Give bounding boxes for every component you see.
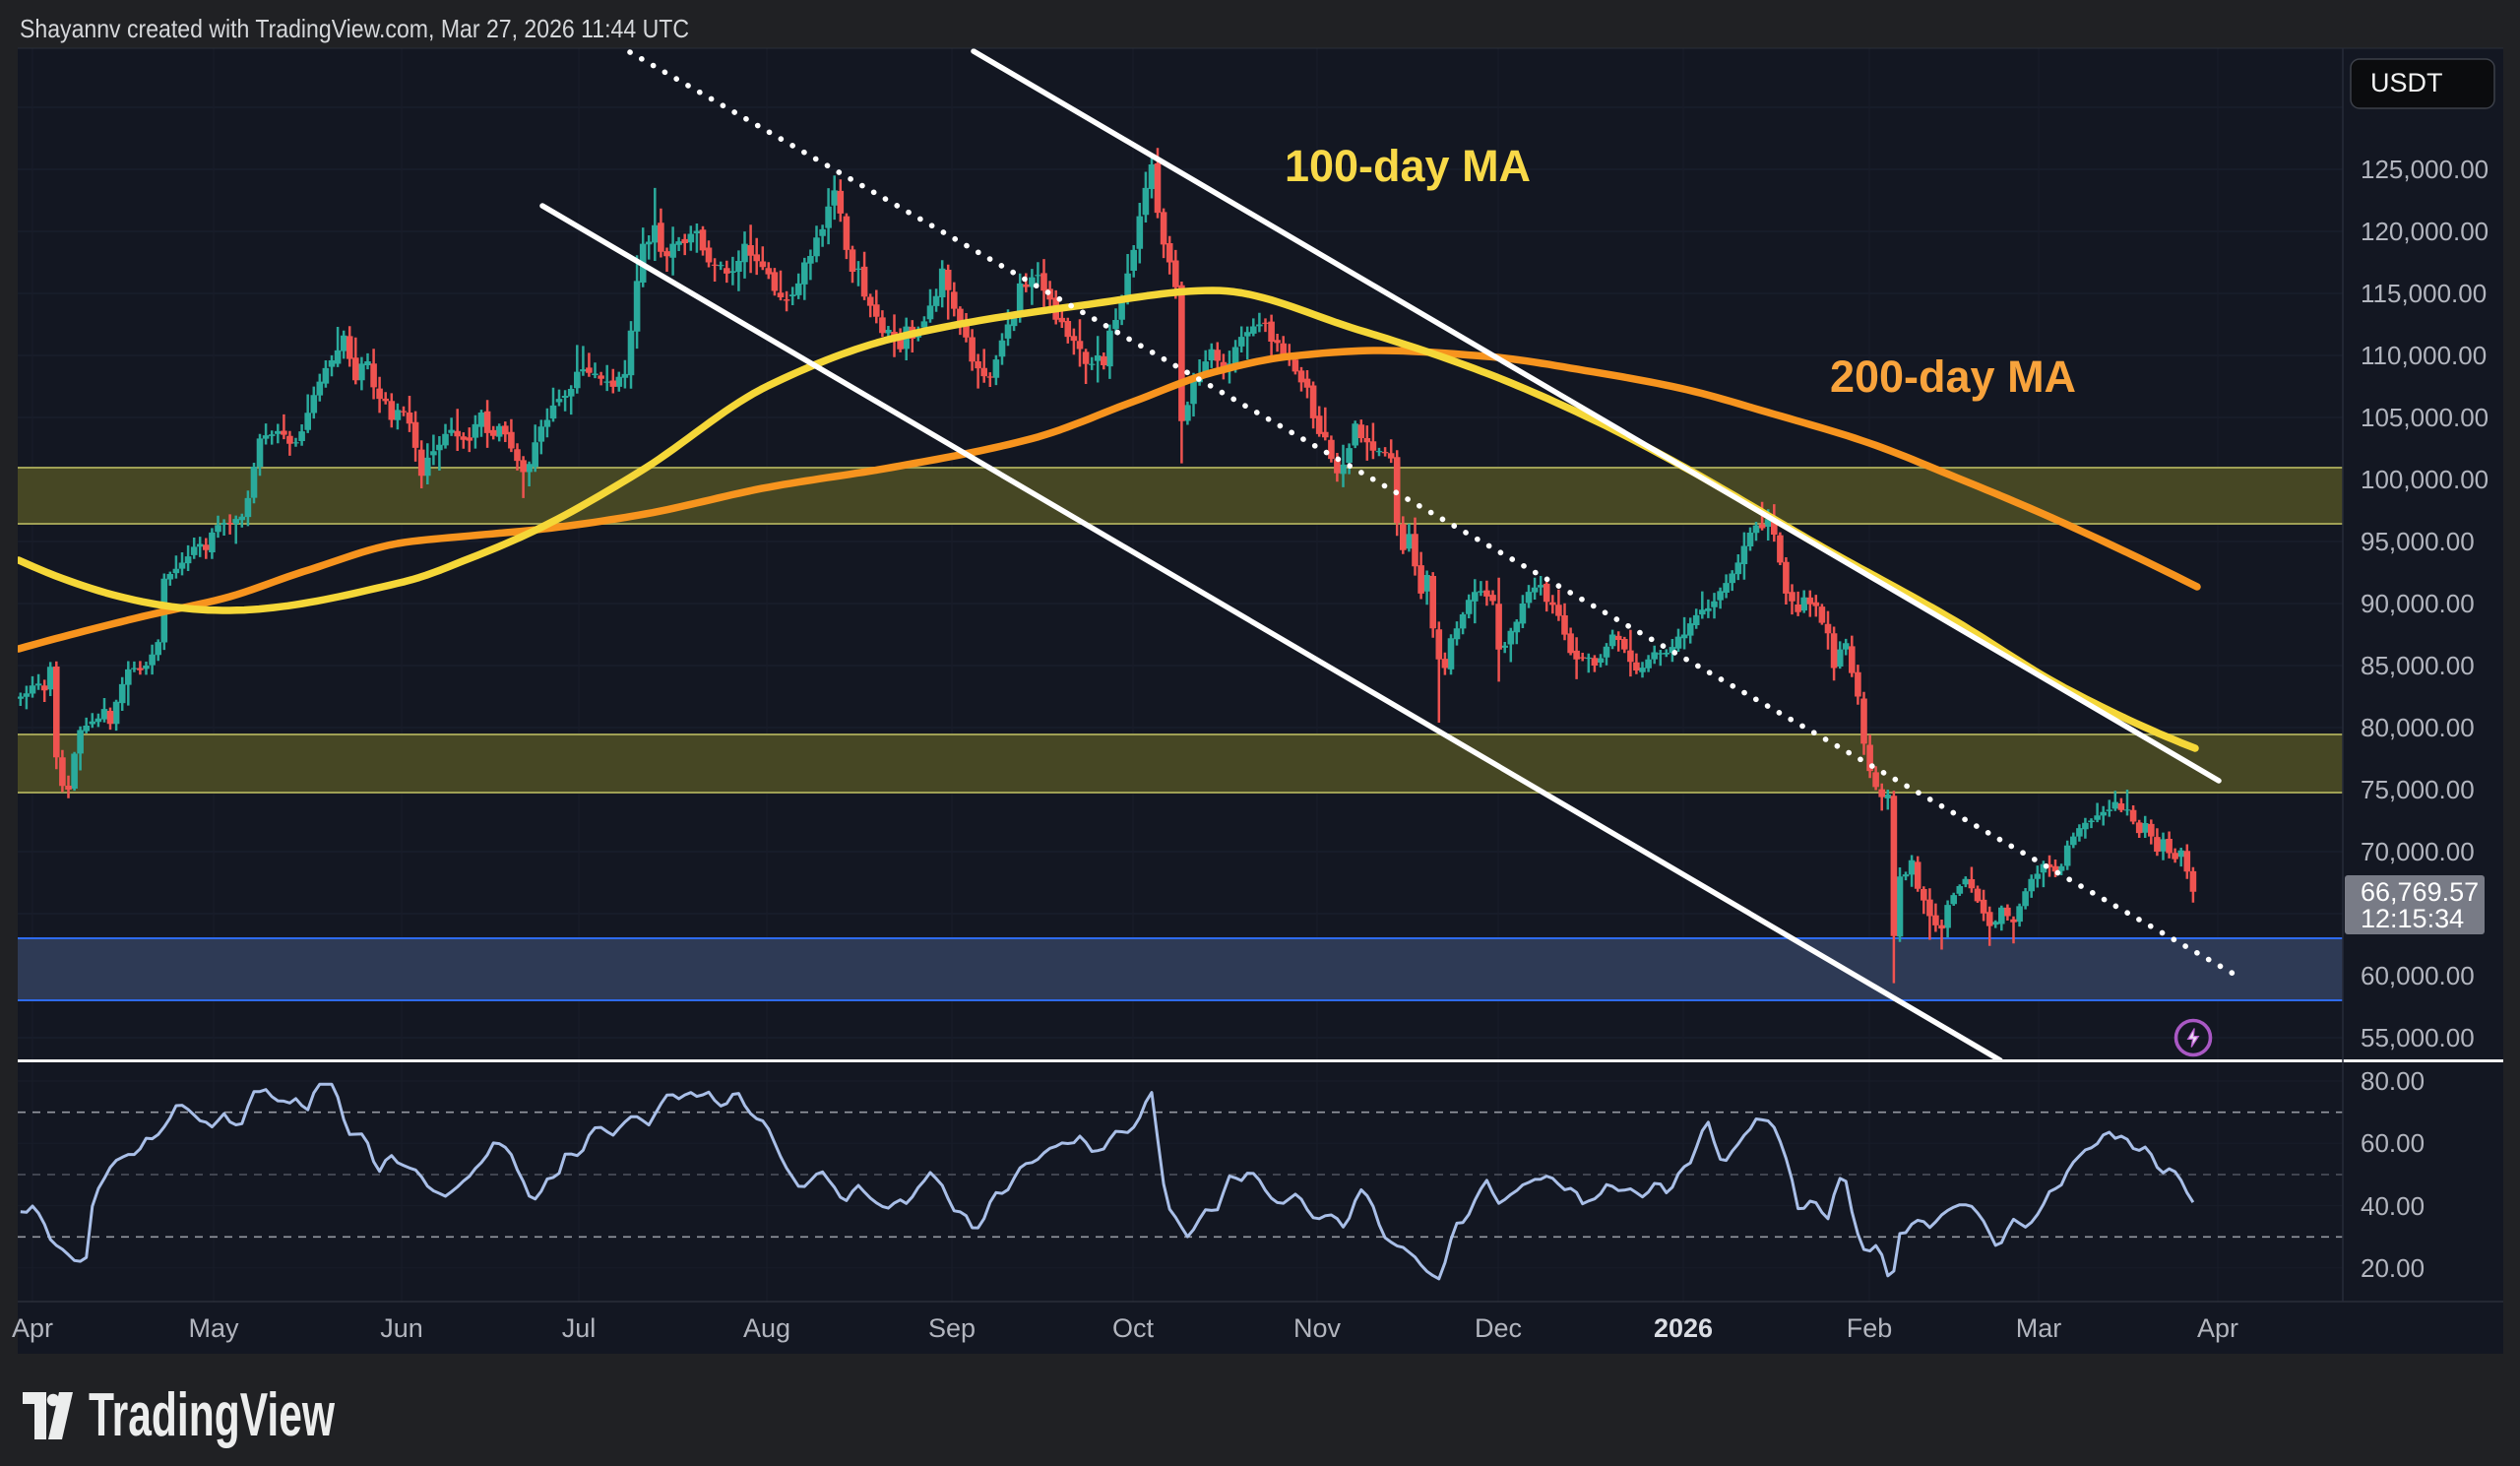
svg-text:May: May bbox=[188, 1313, 239, 1343]
svg-text:105,000.00: 105,000.00 bbox=[2361, 403, 2488, 432]
svg-text:12:15:34: 12:15:34 bbox=[2361, 904, 2464, 933]
svg-text:Nov: Nov bbox=[1293, 1313, 1342, 1343]
svg-text:Dec: Dec bbox=[1475, 1313, 1522, 1343]
svg-text:80.00: 80.00 bbox=[2361, 1066, 2425, 1096]
svg-text:Apr: Apr bbox=[12, 1313, 53, 1343]
svg-text:Oct: Oct bbox=[1112, 1313, 1155, 1343]
svg-text:Feb: Feb bbox=[1847, 1313, 1893, 1343]
svg-text:Sep: Sep bbox=[928, 1313, 976, 1343]
svg-text:70,000.00: 70,000.00 bbox=[2361, 837, 2475, 866]
svg-text:85,000.00: 85,000.00 bbox=[2361, 651, 2475, 680]
svg-text:80,000.00: 80,000.00 bbox=[2361, 713, 2475, 742]
svg-text:USDT: USDT bbox=[2370, 68, 2443, 97]
svg-text:200-day MA: 200-day MA bbox=[1830, 351, 2076, 402]
svg-text:100-day MA: 100-day MA bbox=[1285, 141, 1531, 191]
svg-text:Mar: Mar bbox=[2016, 1313, 2062, 1343]
svg-text:TradingView: TradingView bbox=[89, 1381, 336, 1449]
svg-text:75,000.00: 75,000.00 bbox=[2361, 775, 2475, 804]
svg-text:60,000.00: 60,000.00 bbox=[2361, 961, 2475, 990]
svg-text:110,000.00: 110,000.00 bbox=[2361, 341, 2487, 370]
svg-text:115,000.00: 115,000.00 bbox=[2361, 279, 2487, 308]
svg-text:125,000.00: 125,000.00 bbox=[2361, 155, 2488, 184]
svg-text:Jul: Jul bbox=[562, 1313, 597, 1343]
svg-text:95,000.00: 95,000.00 bbox=[2361, 527, 2475, 556]
svg-text:20.00: 20.00 bbox=[2361, 1253, 2425, 1283]
svg-text:55,000.00: 55,000.00 bbox=[2361, 1023, 2475, 1052]
svg-text:40.00: 40.00 bbox=[2361, 1191, 2425, 1221]
svg-text:Jun: Jun bbox=[380, 1313, 423, 1343]
svg-text:120,000.00: 120,000.00 bbox=[2361, 217, 2488, 246]
svg-text:Shayannv created with TradingV: Shayannv created with TradingView.com, M… bbox=[20, 14, 689, 43]
svg-text:Apr: Apr bbox=[2197, 1313, 2238, 1343]
svg-text:Aug: Aug bbox=[743, 1313, 790, 1343]
svg-text:66,769.57: 66,769.57 bbox=[2361, 877, 2479, 907]
svg-text:100,000.00: 100,000.00 bbox=[2361, 465, 2488, 494]
svg-text:60.00: 60.00 bbox=[2361, 1128, 2425, 1158]
svg-text:2026: 2026 bbox=[1654, 1313, 1713, 1343]
svg-text:90,000.00: 90,000.00 bbox=[2361, 589, 2475, 618]
